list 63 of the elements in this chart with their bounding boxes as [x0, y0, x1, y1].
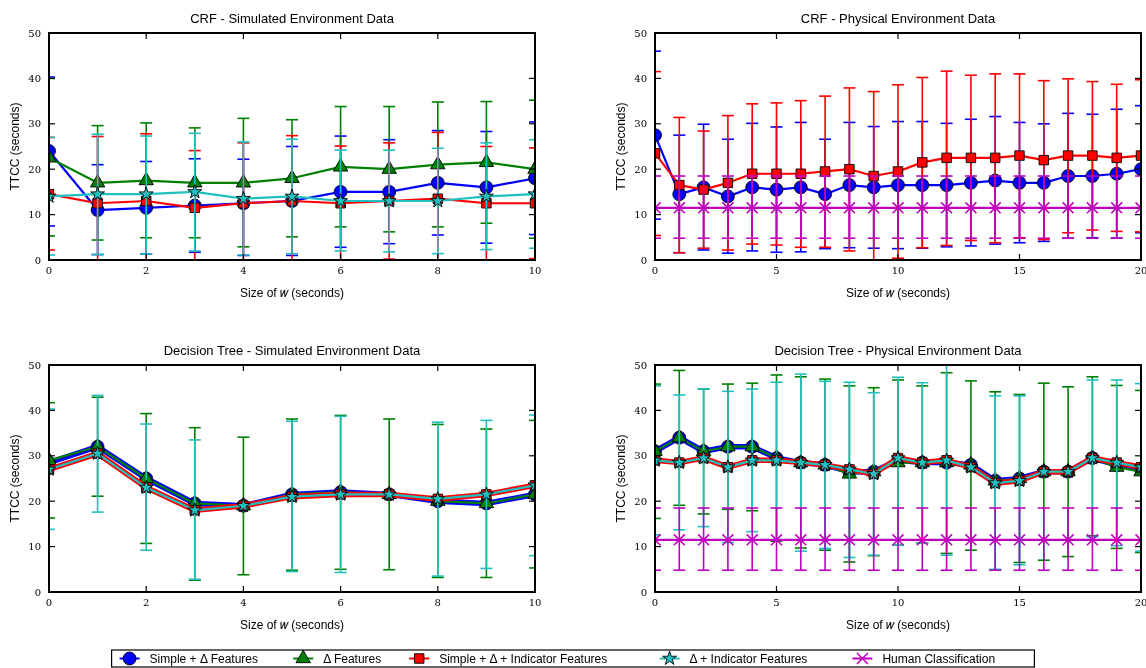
y-tick-label: 0 [34, 254, 41, 266]
x-tick-label: 10 [528, 597, 542, 608]
x-tick-label: 10 [891, 265, 905, 276]
y-axis-title: TTCC (seconds) [614, 434, 628, 523]
y-axis-title: TTCC (seconds) [614, 102, 628, 191]
y-tick-label: 50 [28, 359, 41, 371]
y-axis-title: TTCC (seconds) [8, 102, 22, 191]
x-tick-label: 20 [1134, 597, 1146, 608]
y-tick-label: 50 [634, 359, 647, 371]
x-tick-label: 6 [337, 597, 344, 608]
y-tick-label: 20 [28, 163, 41, 175]
x-tick-label: 4 [240, 265, 247, 276]
x-tick-label: 2 [143, 265, 150, 276]
y-tick-label: 20 [634, 495, 647, 507]
x-tick-label: 8 [434, 265, 441, 276]
chart-title: CRF - Physical Environment Data [800, 11, 996, 26]
x-tick-label: 8 [434, 597, 441, 608]
y-tick-label: 40 [28, 404, 41, 416]
y-tick-label: 50 [28, 27, 41, 39]
y-tick-label: 30 [28, 118, 41, 130]
y-tick-label: 50 [634, 27, 647, 39]
x-tick-label: 0 [651, 597, 659, 608]
y-tick-label: 40 [634, 404, 647, 416]
x-tick-label: 2 [143, 597, 150, 608]
y-tick-label: 10 [634, 541, 647, 553]
x-tick-label: 5 [773, 265, 780, 276]
legend-label: Δ Features [323, 651, 382, 666]
y-tick-label: 10 [28, 209, 41, 221]
y-tick-label: 10 [28, 541, 41, 553]
x-tick-label: 15 [1013, 597, 1026, 608]
y-tick-label: 10 [634, 209, 647, 221]
x-tick-label: 10 [891, 597, 905, 608]
y-tick-label: 40 [634, 72, 647, 84]
x-tick-label: 0 [651, 265, 659, 276]
y-tick-label: 0 [640, 254, 647, 266]
x-axis-title: Size of 𝑤 (seconds) [845, 286, 951, 300]
legend-label: Δ + Indicator Features [689, 651, 808, 666]
y-tick-label: 30 [28, 450, 41, 462]
y-tick-label: 20 [634, 163, 647, 175]
x-tick-label: 10 [528, 265, 542, 276]
chart-title: CRF - Simulated Environment Data [190, 11, 395, 26]
x-tick-label: 6 [337, 265, 344, 276]
x-axis-title: Size of 𝑤 (seconds) [239, 286, 345, 300]
y-tick-label: 20 [28, 495, 41, 507]
x-tick-label: 15 [1013, 265, 1026, 276]
x-tick-label: 5 [773, 597, 780, 608]
y-axis-title: TTCC (seconds) [8, 434, 22, 523]
y-tick-label: 30 [634, 118, 647, 130]
x-tick-label: 4 [240, 597, 247, 608]
x-tick-label: 0 [45, 597, 53, 608]
x-tick-label: 0 [45, 265, 53, 276]
x-tick-label: 20 [1134, 265, 1146, 276]
x-axis-title: Size of 𝑤 (seconds) [845, 618, 951, 632]
legend-label: Human Classification [882, 651, 996, 666]
chart-title: Decision Tree - Simulated Environment Data [163, 343, 422, 358]
chart-title: Decision Tree - Physical Environment Data [774, 343, 1023, 358]
y-tick-label: 40 [28, 72, 41, 84]
x-axis-title: Size of 𝑤 (seconds) [239, 618, 345, 632]
legend-label: Simple + Δ Features [149, 651, 259, 666]
y-tick-label: 30 [634, 450, 647, 462]
y-tick-label: 0 [34, 586, 41, 598]
y-tick-label: 0 [640, 586, 647, 598]
legend-label: Simple + Δ + Indicator Features [439, 651, 608, 666]
